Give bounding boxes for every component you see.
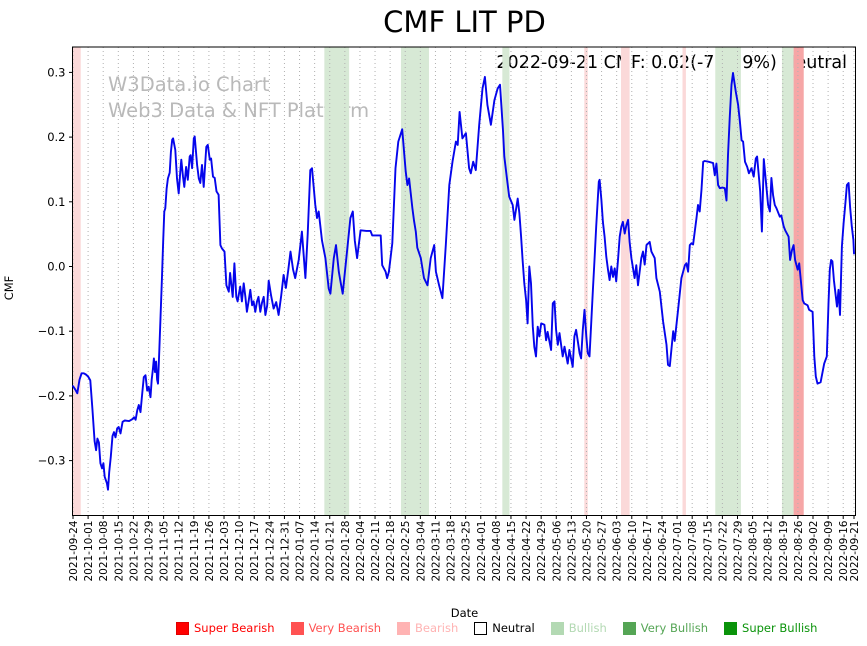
x-tick-label: 2021-11-12 (174, 521, 186, 582)
legend-item-bullish: Bullish (550, 621, 607, 635)
x-tick-label: 2022-03-18 (446, 521, 458, 582)
signal-band-bearish (584, 47, 588, 516)
x-tick-label: 2022-01-21 (325, 521, 337, 582)
y-tick-label: 0.2 (47, 130, 65, 144)
x-tick-label: 2022-04-15 (506, 521, 518, 582)
x-tick-label: 2021-11-26 (204, 520, 216, 581)
legend-swatch-icon (622, 621, 636, 635)
x-tick-label: 2022-01-28 (340, 521, 352, 582)
x-tick-label: 2021-12-31 (279, 521, 291, 582)
legend-item-bearish: Bearish (397, 621, 458, 635)
x-tick-label: 2022-08-12 (763, 521, 775, 582)
legend-label: Bearish (415, 621, 459, 635)
plot-border (72, 46, 856, 516)
x-tick-label: 2021-10-29 (144, 521, 156, 582)
signal-band-bearish (73, 47, 81, 516)
x-tick-label: 2022-04-22 (521, 521, 533, 582)
signal-band-bullish (400, 47, 429, 516)
x-tick-label: 2022-08-26 (793, 520, 805, 581)
y-tick-label: 0.0 (47, 260, 65, 274)
x-tick-label: 2022-06-24 (657, 520, 669, 581)
legend-item-super-bearish: Super Bearish (176, 621, 275, 635)
y-tick-label: 0.1 (47, 195, 65, 209)
x-tick-label: 2022-06-17 (642, 521, 654, 582)
x-tick-label: 2021-11-05 (159, 521, 171, 582)
legend-item-very-bullish: Very Bullish (622, 621, 709, 635)
x-tick-label: 2022-07-29 (732, 521, 744, 582)
x-tick-label: 2022-03-11 (430, 521, 442, 582)
legend-item-neutral: Neutral (474, 621, 535, 635)
cmf-line (72, 72, 855, 491)
legend-swatch-icon (724, 621, 738, 635)
legend-label: Super Bullish (742, 621, 818, 635)
signal-band-bullish (715, 47, 741, 516)
x-tick-label: 2022-05-27 (597, 521, 609, 582)
x-tick-label: 2022-07-22 (717, 521, 729, 582)
x-tick-label: 2022-09-16 (838, 520, 850, 581)
signal-band-bearish (620, 47, 630, 516)
x-tick-label: 2022-04-08 (491, 521, 503, 582)
x-tick-label: 2022-02-11 (370, 521, 382, 582)
x-tick-label: 2022-09-21 (849, 521, 861, 582)
x-tick-label: 2022-01-07 (295, 521, 307, 582)
x-tick-label: 2022-04-01 (476, 521, 488, 582)
legend-swatch-icon (550, 621, 564, 635)
x-tick-label: 2022-09-02 (808, 521, 820, 582)
x-axis-label: Date (450, 606, 479, 620)
x-tick-label: 2022-03-25 (461, 521, 473, 582)
legend-item-super-bullish: Super Bullish (724, 621, 817, 635)
x-tick-label: 2021-11-19 (189, 521, 201, 582)
x-tick-label: 2022-07-08 (687, 521, 699, 582)
x-tick-label: 2022-05-06 (551, 520, 563, 581)
chart-title: CMF LIT PD (383, 5, 546, 39)
legend-label: Very Bearish (308, 621, 382, 635)
x-tick-label: 2022-08-05 (748, 521, 760, 582)
x-tick-label: 2022-08-19 (778, 521, 790, 582)
x-tick-label: 2022-01-14 (310, 520, 322, 581)
x-tick-label: 2021-10-08 (98, 521, 110, 582)
legend-swatch-icon (176, 621, 189, 635)
legend-label: Super Bearish (194, 621, 275, 635)
x-tick-label: 2021-10-15 (113, 521, 125, 582)
y-tick-label: −0.1 (38, 324, 66, 338)
y-tick-label: −0.2 (38, 389, 66, 403)
latest-value-annotation: 2022-09-21 CMF: 0.02(-72.29%) Neutral (496, 53, 847, 73)
signal-legend: Super Bearish Very Bearish Bearish Neutral B… (176, 621, 817, 635)
x-tick-label: 2022-06-10 (627, 521, 639, 582)
x-tick-label: 2022-02-04 (355, 520, 367, 581)
x-tick-label: 2021-12-17 (249, 521, 261, 582)
legend-label: Bullish (568, 621, 607, 635)
legend-label: Very Bullish (640, 621, 709, 635)
x-tick-label: 2022-05-20 (581, 521, 593, 582)
x-tick-label: 2021-10-01 (83, 521, 95, 582)
x-tick-label: 2021-09-24 (68, 520, 80, 581)
legend-item-very-bearish: Very Bearish (290, 621, 382, 635)
y-tick-label: 0.3 (47, 65, 65, 79)
x-tick-label: 2021-10-22 (128, 521, 140, 582)
signal-band-bullish (781, 47, 794, 516)
signal-band-bearish (682, 47, 686, 516)
signal-band-bullish (502, 47, 510, 516)
legend-swatch-icon (397, 621, 411, 635)
legend-swatch-icon (474, 621, 488, 635)
y-tick-label: −0.3 (38, 454, 66, 468)
x-tick-label: 2022-02-25 (400, 521, 412, 582)
legend-label: Neutral (492, 621, 535, 635)
x-tick-label: 2022-03-04 (415, 520, 427, 581)
x-tick-label: 2022-09-09 (823, 521, 835, 582)
x-tick-label: 2022-07-01 (672, 521, 684, 582)
signal-band-very-bearish (793, 47, 804, 516)
x-tick-label: 2022-05-13 (566, 521, 578, 582)
x-tick-label: 2022-06-03 (612, 521, 624, 582)
x-tick-label: 2021-12-03 (219, 521, 231, 582)
x-tick-label: 2022-04-29 (536, 521, 548, 582)
legend-swatch-icon (290, 621, 304, 635)
y-axis-label: CMF (2, 275, 16, 301)
x-tick-label: 2021-12-10 (234, 521, 246, 582)
x-tick-label: 2022-07-15 (702, 521, 714, 582)
x-tick-label: 2021-12-24 (264, 520, 276, 581)
x-tick-label: 2022-02-18 (385, 521, 397, 582)
